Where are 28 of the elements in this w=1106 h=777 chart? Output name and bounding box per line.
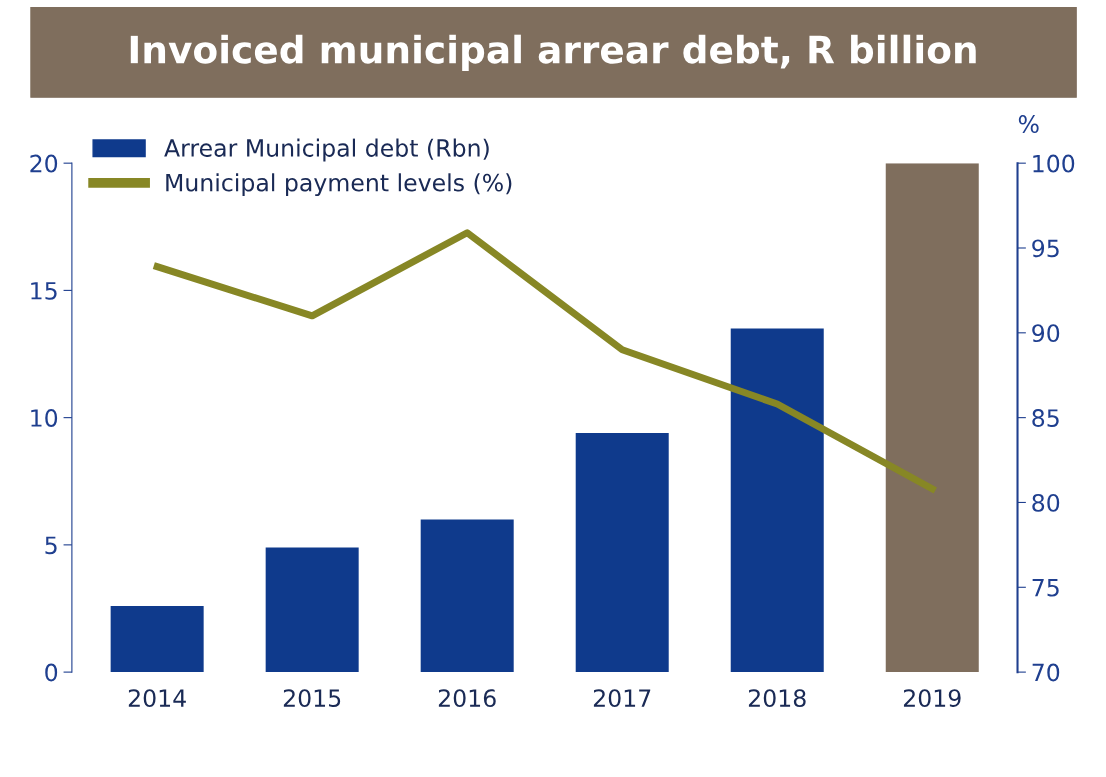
y-tick-label: 20 [30,154,58,173]
x-tick-label: 2014 [128,689,186,708]
y-tick-label: 5 [45,536,57,555]
y2-tick-label: 70 [1032,663,1060,682]
y2-tick-label: 80 [1032,493,1060,512]
legend-label: Arrear Municipal debt (Rbn) [164,138,489,162]
y2-axis-title: % [1018,115,1039,133]
y2-tick-label: 100 [1033,154,1075,173]
chart-title: Invoiced municipal arrear debt, R billion [130,34,976,71]
x-tick-label: 2019 [903,689,961,708]
y-tick-label: 0 [45,663,58,682]
x-tick-label: 2017 [593,689,651,708]
bar [265,547,359,673]
x-tick-label: 2015 [283,689,341,708]
bar [730,328,824,673]
y2-tick-label: 85 [1032,409,1059,427]
x-tick-label: 2016 [438,689,496,708]
bar [575,432,669,673]
legend-label: Municipal payment levels (%) [166,173,512,197]
bar [420,519,514,673]
x-tick-label: 2018 [748,689,806,708]
bar [110,605,204,673]
y2-tick-label: 75 [1032,579,1059,597]
bar [885,163,979,673]
y-tick-label: 15 [31,282,57,300]
y2-tick-label: 90 [1032,324,1060,343]
y-tick-label: 10 [31,409,58,427]
y2-tick-label: 95 [1032,239,1059,258]
